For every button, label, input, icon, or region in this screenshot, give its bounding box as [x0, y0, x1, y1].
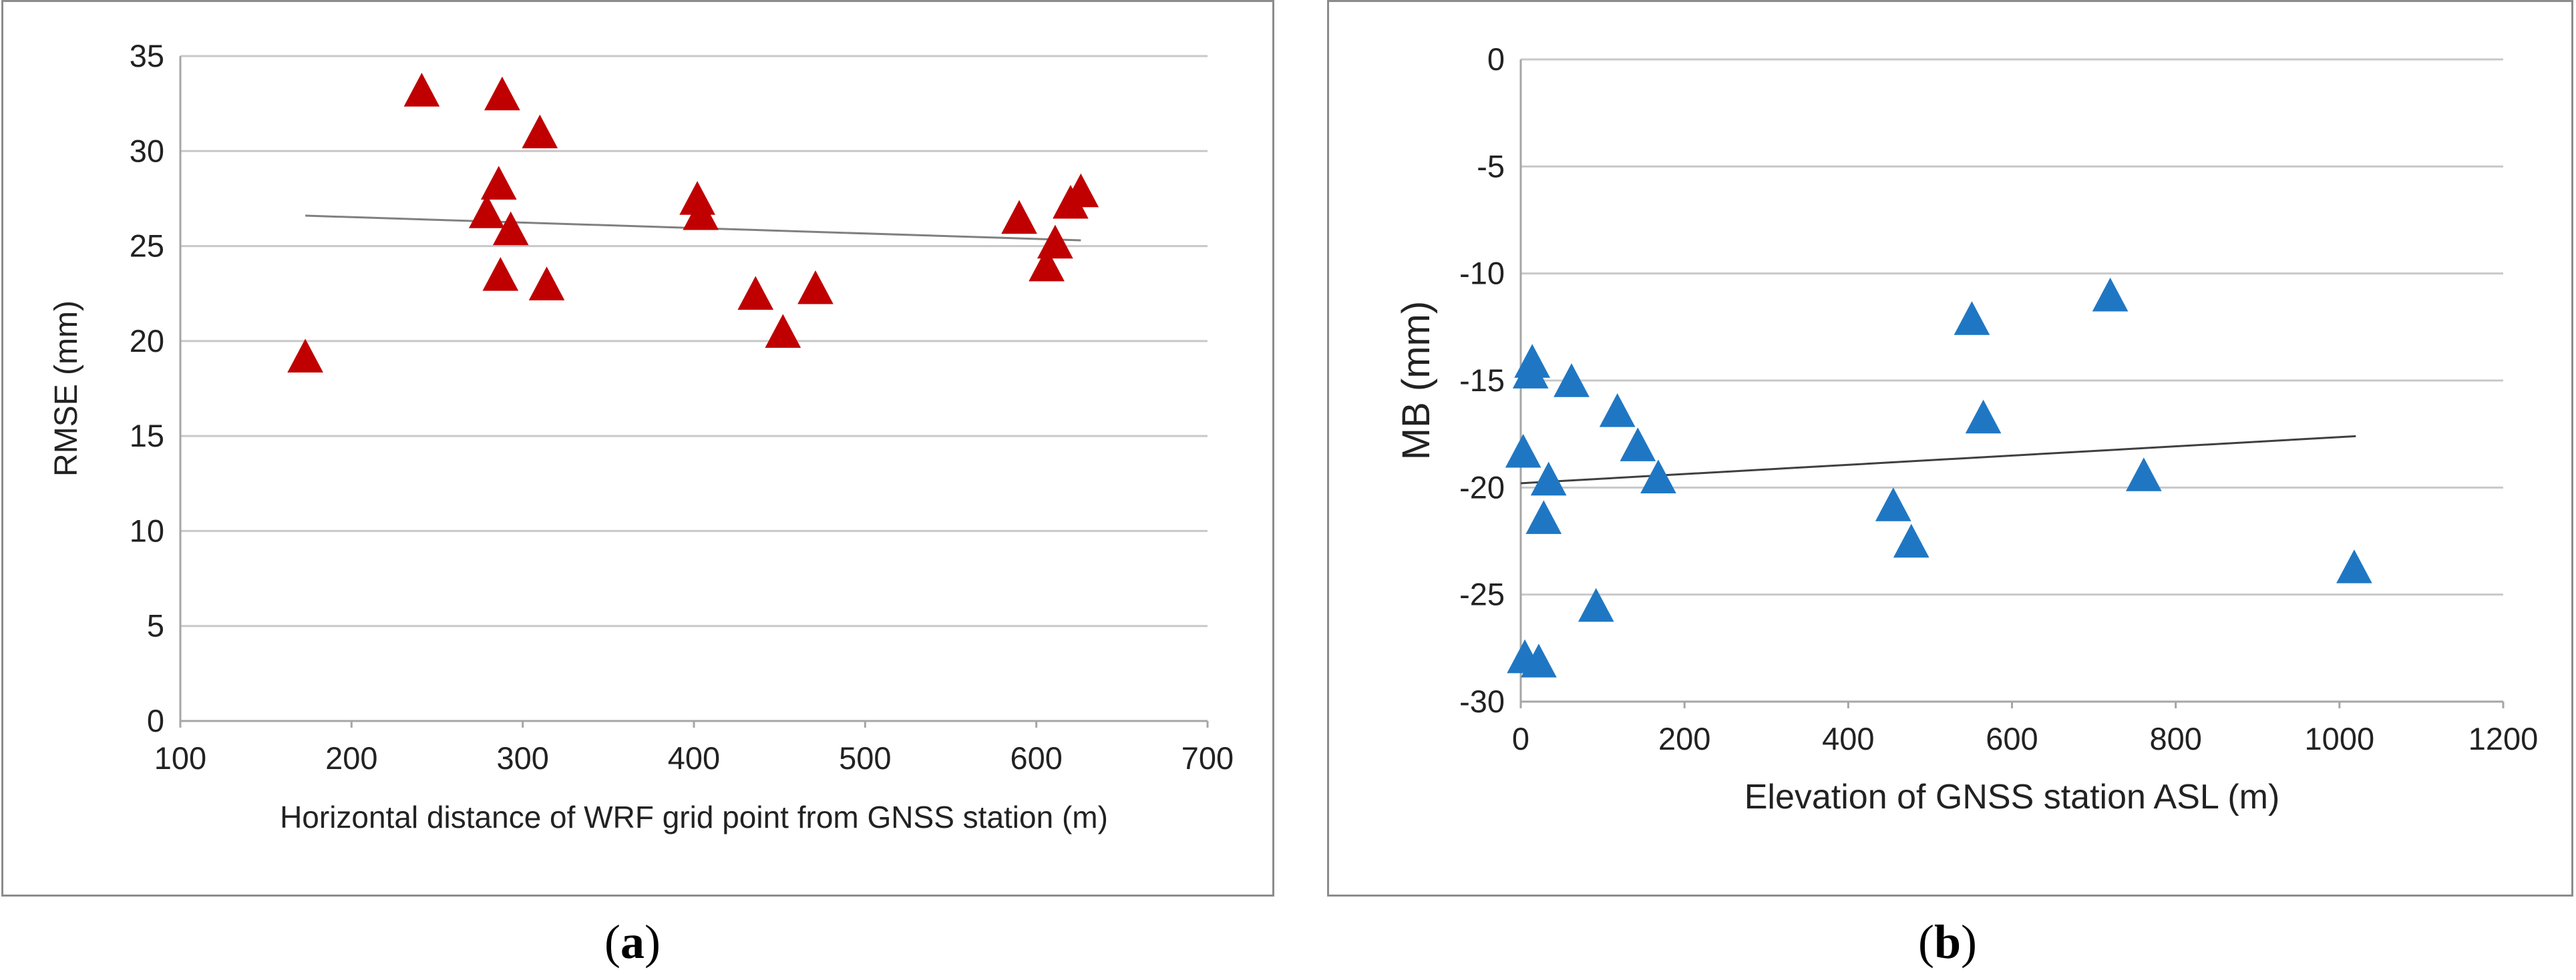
data-point-a	[403, 73, 440, 107]
y-tick-label-a: 10	[130, 513, 164, 548]
y-tick-label-a: 5	[147, 608, 164, 644]
x-tick-label-a: 700	[1181, 740, 1234, 776]
data-point-b	[1954, 301, 1990, 335]
chart-panel-b: 0 -5 -10 -15 -20 -25 -30 0 200 400 600 800 1000 1200 E…	[1327, 0, 2573, 897]
y-tick-label-b: -25	[1459, 577, 1505, 612]
data-point-a	[480, 166, 517, 200]
x-tick-label-a: 200	[325, 740, 377, 776]
x-tick-label-b: 400	[1822, 721, 1874, 756]
y-tick-label-a: 25	[130, 228, 164, 264]
y-tick-label-a: 20	[130, 323, 164, 358]
data-point-b	[1599, 393, 1636, 427]
x-tick-label-a: 600	[1010, 740, 1062, 776]
data-point-b	[1578, 587, 1614, 622]
data-point-b	[1530, 461, 1567, 496]
data-point-b	[1525, 500, 1562, 534]
data-point-a	[528, 266, 565, 300]
data-point-a	[492, 211, 529, 246]
data-point-a	[797, 270, 834, 304]
caption-a: (a)	[604, 915, 661, 969]
x-tick-label-a: 400	[668, 740, 720, 776]
x-tick-label-b: 200	[1658, 721, 1710, 756]
data-point-b	[1893, 523, 1929, 558]
caption-b-label: b	[1934, 915, 1962, 969]
data-point-a	[683, 196, 719, 230]
data-point-b	[1620, 427, 1656, 461]
scatter-chart-b: 0-5-10-15-20-25-300 200 400 600 800 1000 1200E…	[1395, 41, 2539, 816]
y-tick-label-a: 0	[147, 703, 164, 738]
data-point-a	[469, 194, 505, 228]
y-tick-label-b: -5	[1477, 148, 1505, 184]
y-tick-label-a: 15	[130, 418, 164, 453]
x-tick-label-b: 1200	[2468, 721, 2539, 756]
data-point-b	[1965, 399, 2002, 434]
x-tick-label-a: 500	[839, 740, 891, 776]
data-point-b	[2126, 457, 2162, 491]
data-point-a	[1037, 224, 1073, 259]
data-point-a	[1029, 247, 1065, 282]
caption-a-label: a	[620, 915, 645, 969]
data-point-b	[1553, 363, 1590, 397]
y-axis-title-a: RMSE (mm)	[49, 300, 84, 477]
x-tick-label-b: 800	[2149, 721, 2201, 756]
y-tick-label-a: 30	[130, 133, 164, 168]
data-point-b	[2336, 549, 2372, 583]
x-tick-label-a: 300	[496, 740, 548, 776]
y-tick-label-b: -10	[1459, 256, 1505, 291]
x-tick-label-b: 600	[1986, 721, 2038, 756]
chart-panel-a: 0 5 10 15 20 25 30 35 100 200 300 400 500 600 700 Horiz…	[1, 0, 1274, 897]
scatter-chart-a: 0 5 10 15 20 25 30 35 100 200 300 400 500 600 700 Horiz…	[49, 38, 1234, 834]
data-point-a	[287, 338, 323, 373]
y-tick-label-b: -20	[1459, 469, 1505, 505]
data-point-b	[1640, 459, 1676, 494]
y-axis-title-b: MB (mm)	[1395, 301, 1438, 460]
y-tick-label-b: -30	[1459, 684, 1505, 719]
y-tick-label-a: 35	[130, 38, 164, 73]
data-point-a	[1001, 200, 1037, 234]
data-point-b	[1514, 344, 1550, 378]
x-tick-label-b: 0	[1512, 721, 1529, 756]
x-tick-label-b: 1000	[2305, 721, 2375, 756]
data-point-a	[484, 76, 520, 111]
data-point-a	[737, 276, 774, 310]
data-point-a	[522, 114, 558, 149]
x-tick-label-a: 100	[154, 740, 206, 776]
data-point-b	[2092, 277, 2129, 312]
data-point-b	[1505, 433, 1541, 468]
data-point-b	[1521, 644, 1557, 678]
data-point-a	[482, 257, 519, 291]
data-point-a	[765, 314, 801, 348]
y-tick-label-b: -15	[1459, 362, 1505, 398]
data-point-a	[1063, 173, 1099, 208]
caption-b: (b)	[1918, 915, 1978, 969]
data-point-b	[1875, 487, 1911, 521]
x-axis-title-b: Elevation of GNSS station ASL (m)	[1744, 778, 2280, 816]
x-axis-title-a: Horizontal distance of WRF grid point fr…	[280, 800, 1108, 834]
y-tick-label-b: 0	[1487, 41, 1505, 77]
